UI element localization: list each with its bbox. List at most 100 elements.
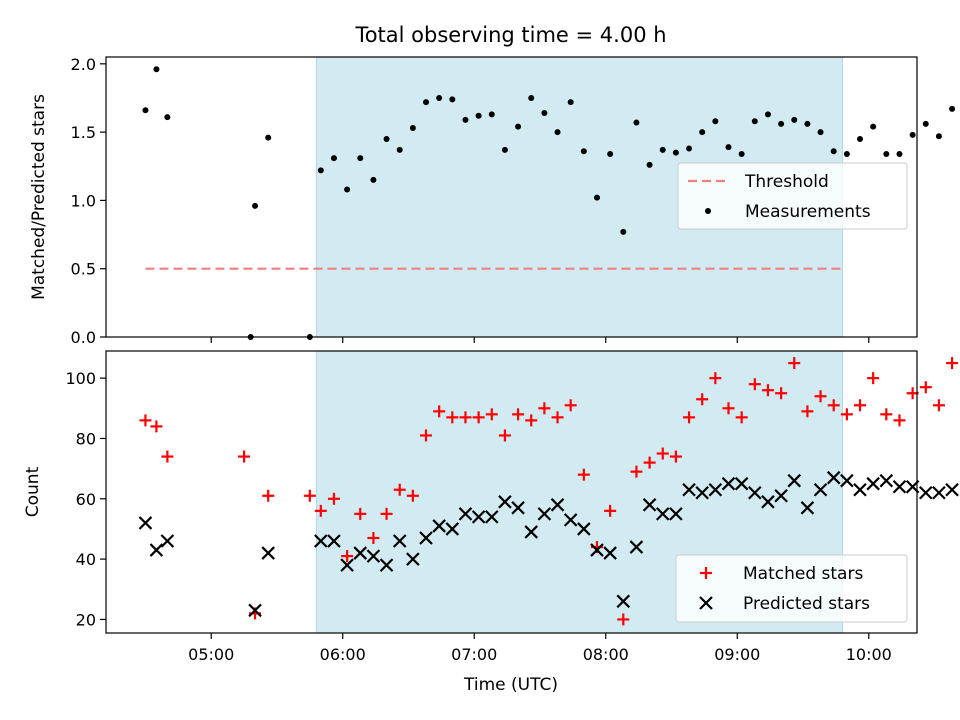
data-point (380, 507, 393, 520)
data-point (150, 420, 163, 433)
data-point (909, 131, 916, 138)
data-point (946, 357, 959, 370)
data-point (238, 450, 251, 463)
data-point (554, 129, 561, 136)
y-tick-label: 60 (76, 490, 96, 509)
data-point (484, 510, 499, 524)
data-point (617, 613, 630, 626)
data-point (764, 111, 771, 118)
data-point (393, 483, 406, 496)
data-point (541, 110, 548, 116)
data-point (655, 507, 670, 521)
data-point (341, 550, 354, 563)
data-point (590, 543, 604, 557)
data-point (406, 552, 420, 566)
data-point (379, 558, 394, 572)
data-point (669, 450, 682, 463)
data-point (603, 546, 617, 560)
x-tick-label: 05:00 (188, 645, 234, 664)
data-point (314, 534, 328, 548)
data-point (830, 148, 837, 155)
data-point (366, 549, 381, 563)
data-point (787, 473, 802, 488)
data-point (883, 150, 890, 157)
data-point (528, 94, 535, 101)
data-point (420, 429, 433, 442)
data-point (788, 357, 801, 370)
series-matched-stars (139, 357, 959, 626)
data-point (761, 384, 774, 397)
legend: Threshold Measurements (677, 162, 908, 230)
data-point (669, 507, 683, 521)
data-point (775, 387, 788, 400)
data-point (922, 120, 929, 127)
legend-swatch (699, 596, 713, 610)
data-point (642, 498, 657, 512)
data-point (800, 501, 815, 515)
data-point (446, 411, 459, 424)
data-point (485, 408, 498, 421)
data-point (643, 456, 656, 469)
data-point (932, 399, 945, 412)
x-tick-label: 09:00 (714, 645, 760, 664)
legend-box (677, 162, 908, 230)
data-point (699, 129, 706, 136)
data-point (725, 144, 732, 151)
data-point (449, 96, 456, 103)
data-point (880, 408, 893, 421)
data-point (161, 450, 174, 463)
data-point (314, 504, 327, 517)
legend-box (675, 554, 908, 623)
data-point (488, 111, 495, 118)
data-point (866, 476, 880, 491)
data-point (577, 522, 591, 536)
data-point (879, 473, 894, 488)
data-point (935, 133, 942, 140)
data-point (458, 507, 473, 521)
data-point (580, 148, 587, 155)
data-point (932, 485, 946, 500)
data-point (462, 116, 469, 123)
data-point (738, 150, 745, 157)
data-point (778, 120, 785, 127)
data-point (409, 125, 416, 132)
y-tick-label: 0.5 (71, 260, 96, 279)
data-point (142, 107, 149, 114)
data-point (646, 161, 653, 168)
data-point (656, 447, 669, 460)
data-point (616, 594, 631, 609)
data-point (550, 498, 565, 512)
data-point (761, 495, 775, 509)
data-point (801, 405, 814, 418)
data-point (709, 372, 722, 385)
data-point (396, 146, 403, 153)
data-point (303, 489, 316, 502)
data-point (918, 485, 933, 500)
data-point (330, 155, 337, 162)
data-point (721, 476, 736, 491)
data-point (525, 414, 538, 427)
data-point (629, 540, 644, 554)
series-predicted-stars (138, 470, 959, 618)
data-point (696, 393, 709, 406)
data-point (607, 150, 614, 157)
data-point (722, 402, 735, 415)
data-point (370, 176, 377, 183)
data-point (149, 543, 164, 557)
data-point (892, 479, 907, 494)
data-point (564, 399, 577, 412)
data-point (160, 534, 175, 548)
data-point (949, 105, 956, 112)
data-point (563, 513, 578, 527)
data-point (354, 507, 367, 520)
x-tick-label: 07:00 (451, 645, 497, 664)
data-point (814, 390, 827, 403)
data-point (774, 488, 788, 503)
data-point (791, 116, 798, 123)
data-point (327, 492, 340, 505)
data-point (383, 135, 390, 142)
data-point (896, 150, 903, 157)
data-point (593, 194, 600, 201)
y-tick-label: 80 (76, 429, 96, 448)
